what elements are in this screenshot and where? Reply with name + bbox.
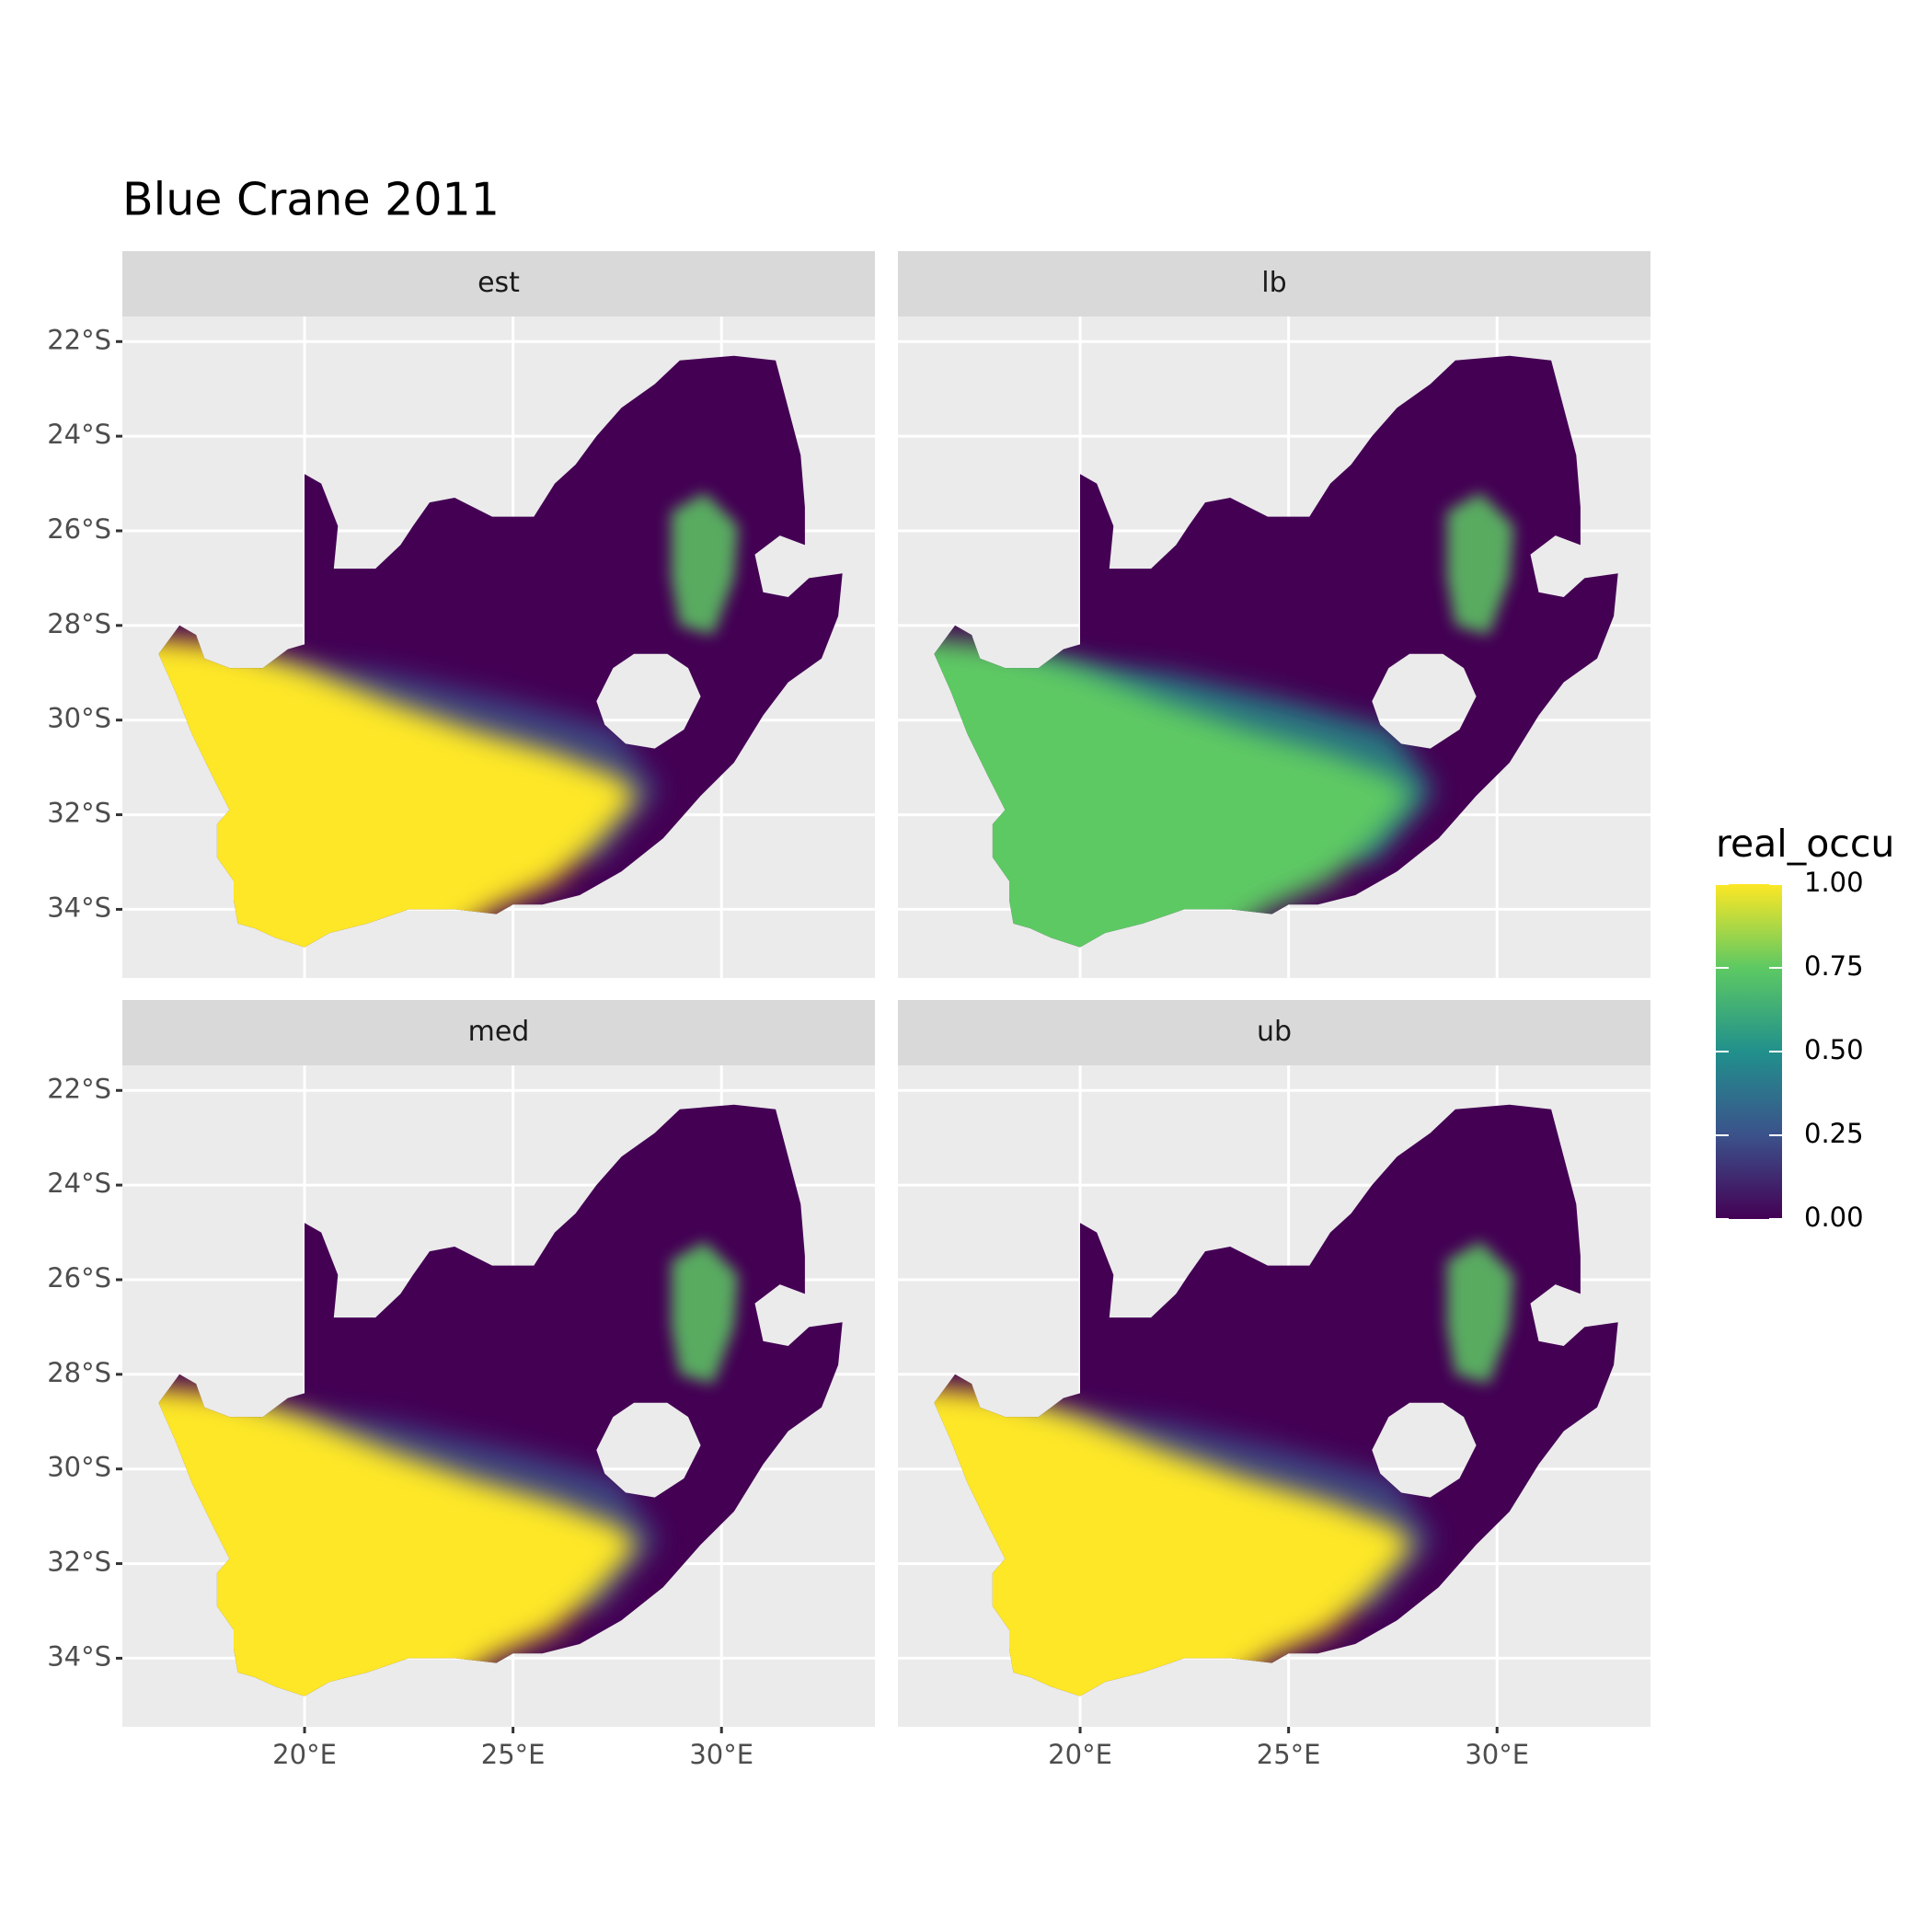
legend-tick-label: 0.75	[1804, 950, 1864, 982]
map-east-blob	[671, 492, 739, 636]
y-tick-label: 34°S	[47, 891, 111, 923]
y-tick-label: 32°S	[47, 1547, 111, 1578]
strip	[122, 1000, 875, 1065]
x-tick-label: 20°E	[272, 1739, 337, 1770]
map-high-region	[158, 1384, 638, 1696]
legend-tick-label: 0.50	[1804, 1034, 1864, 1065]
map-high-region	[158, 635, 638, 948]
legend-tick-label: 1.00	[1804, 867, 1864, 898]
y-tick-label: 22°S	[47, 1073, 111, 1104]
facet-panel: med 20°E 25°E 30°E 22°S 24°S 26°S 28°S 30°S 32°S 3…	[47, 1000, 875, 1770]
y-tick-label: 34°S	[47, 1640, 111, 1672]
x-tick-label: 25°E	[481, 1739, 546, 1770]
y-tick-label: 30°S	[47, 703, 111, 734]
y-tick-label: 24°S	[47, 1167, 111, 1199]
map-east-blob	[1446, 1241, 1514, 1385]
map-east-blob	[1446, 492, 1514, 636]
y-tick-label: 28°S	[47, 608, 111, 639]
y-tick-label: 32°S	[47, 798, 111, 829]
x-tick-label: 20°E	[1048, 1739, 1112, 1770]
map-high-region	[934, 635, 1414, 948]
strip-label: lb	[1261, 267, 1286, 299]
y-tick-label: 26°S	[47, 513, 111, 545]
x-tick-label: 30°E	[1465, 1739, 1529, 1770]
y-tick-label: 24°S	[47, 419, 111, 450]
legend-title: real_occu	[1716, 822, 1894, 866]
x-tick-label: 25°E	[1257, 1739, 1321, 1770]
y-tick-label: 30°S	[47, 1452, 111, 1483]
facet-panel: est 22°S 24°S 26°S 28°S 30°S 32°S 34°S	[47, 251, 875, 978]
strip-label: est	[477, 267, 520, 299]
legend-tick-label: 0.00	[1804, 1202, 1864, 1233]
strip-label: ub	[1257, 1016, 1292, 1048]
facet-panel: ub 20°E 25°E 30°E	[898, 1000, 1650, 1770]
legend-tick-label: 0.25	[1804, 1118, 1864, 1149]
y-tick-label: 26°S	[47, 1262, 111, 1294]
strip	[898, 1000, 1650, 1065]
x-tick-label: 30°E	[689, 1739, 753, 1770]
chart-title: Blue Crane 2011	[122, 174, 500, 226]
map-high-region	[934, 1384, 1414, 1696]
y-tick-label: 28°S	[47, 1357, 111, 1388]
strip	[122, 251, 875, 316]
facet-panel: lb	[898, 251, 1650, 978]
map-east-blob	[671, 1241, 739, 1385]
y-tick-label: 22°S	[47, 324, 111, 355]
strip	[898, 251, 1650, 316]
strip-label: med	[468, 1016, 530, 1048]
